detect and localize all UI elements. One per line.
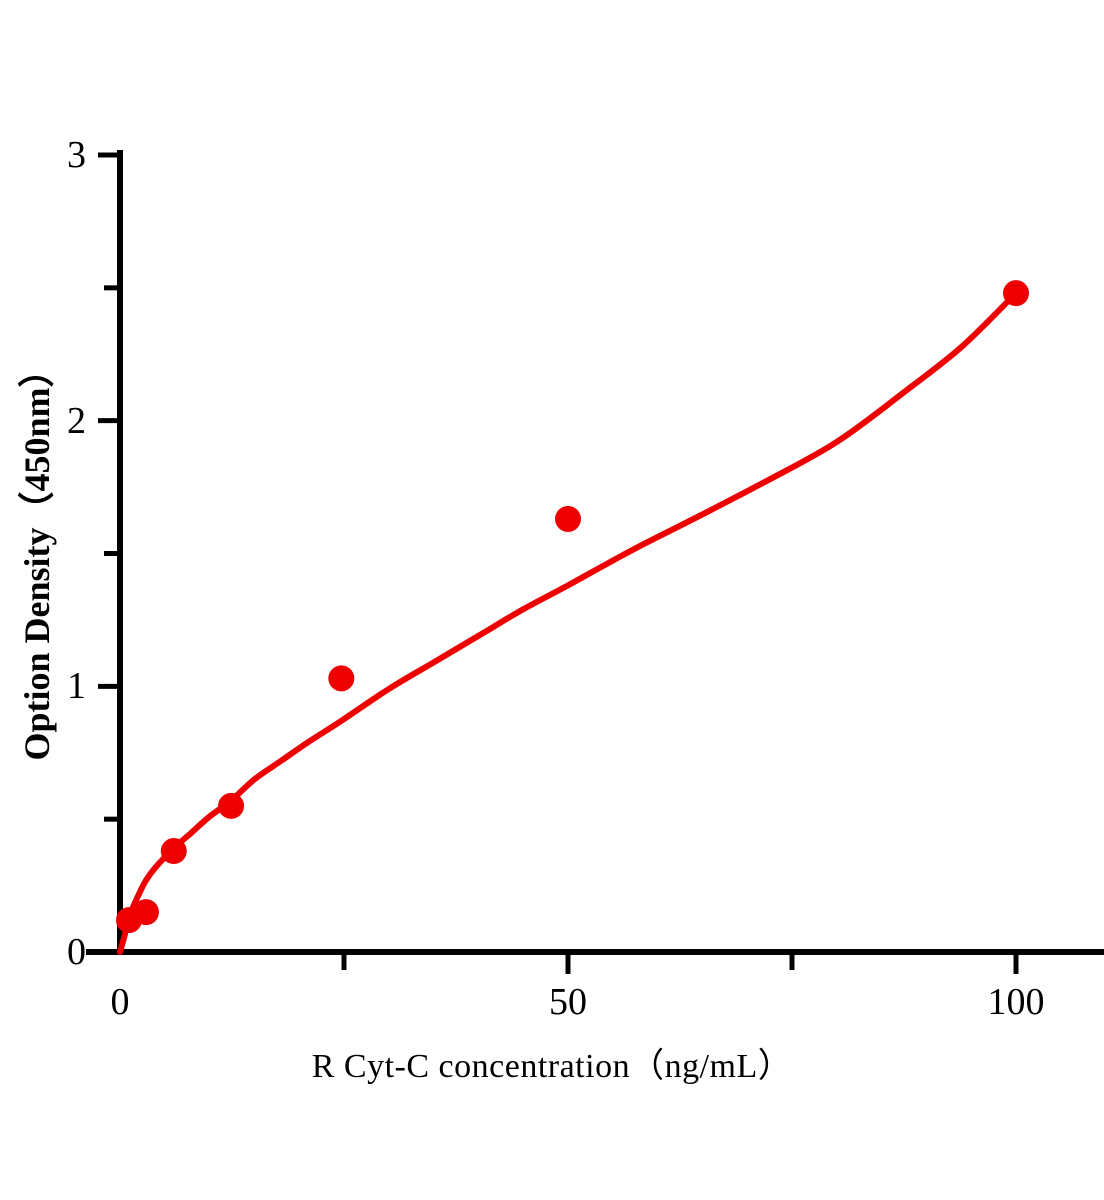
y-tick-label: 1	[67, 665, 86, 708]
x-tick-label: 0	[110, 981, 130, 1023]
y-tick-label: 2	[67, 399, 86, 442]
data-point-marker	[328, 665, 355, 692]
data-point-marker	[132, 899, 159, 926]
x-axis-title: R Cyt-C concentration（ng/mL）	[311, 1048, 793, 1085]
data-point-marker	[1003, 280, 1029, 307]
y-tick-label: 0	[67, 931, 86, 973]
x-tick-label: 100	[987, 981, 1045, 1023]
data-point-marker	[555, 505, 581, 532]
x-ticks-group	[341, 952, 1019, 974]
fit-curve-line	[117, 290, 1019, 955]
y-ticks-group	[90, 152, 120, 955]
axes-group	[86, 150, 1104, 955]
y-axis-title: Option Density（450nm）	[17, 351, 57, 761]
data-point-markers	[115, 280, 1029, 934]
x-tick-label: 50	[549, 981, 587, 1023]
data-point-marker	[160, 838, 187, 865]
data-point-marker	[218, 792, 245, 819]
data-series-group	[115, 280, 1029, 955]
y-tick-label: 3	[67, 134, 86, 176]
